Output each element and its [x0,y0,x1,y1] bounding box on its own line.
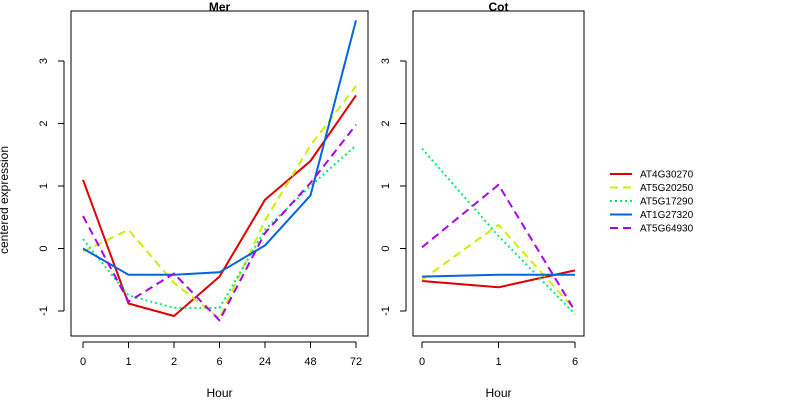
y-tick-label: -1 [380,306,392,316]
y-tick-label: 2 [380,120,392,126]
x-tick-label: 6 [572,356,578,368]
legend-label-at1g27320: AT1G27320 [640,210,694,221]
x-axis-cot: 0 1 6 [419,341,578,368]
y-tick-label: 1 [38,183,50,189]
panel-title-cot: Cot [489,0,509,14]
x-tick-label: 1 [495,356,501,368]
x-tick-label: 1 [125,356,131,368]
plot-frame-cot [412,10,585,337]
series-line-at5g64930 [82,124,357,322]
series-lines-cot [421,147,576,315]
y-axis-label: centered expression [0,146,11,254]
y-tick-label: 1 [380,183,392,189]
series-line-at5g17290 [82,144,357,309]
series-line-at5g20250 [82,85,357,320]
x-tick-label: 24 [259,356,271,368]
x-axis-mer: 0 1 2 6 24 48 72 [80,341,362,368]
y-tick-label: 3 [38,58,50,64]
series-line-at4g30270 [421,269,576,289]
series-line-at1g27320 [421,273,575,278]
x-axis-label-mer: Hour [206,386,232,400]
y-tick-label: 2 [38,120,50,126]
legend-label-at4g30270: AT4G30270 [640,170,694,181]
plot-frame-mer [70,10,369,337]
series-lines-mer [82,20,357,322]
series-line-at4g30270 [82,94,357,317]
legend-label-at5g20250: AT5G20250 [640,183,694,194]
panel-cot: Cot Hour 0 1 6 -1 0 1 2 3 [380,0,585,400]
y-tick-label: -1 [38,306,50,316]
x-tick-label: 0 [80,356,86,368]
x-axis-label-cot: Hour [485,386,511,400]
x-tick-label: 0 [419,356,425,368]
series-line-at1g27320 [82,20,357,276]
series-line-at5g64930 [421,183,576,312]
x-tick-label: 48 [304,356,316,368]
series-line-at5g17290 [421,147,576,315]
y-axis-mer: -1 0 1 2 3 [38,58,65,316]
legend: AT4G30270 AT5G20250 AT5G17290 AT1G27320 AT5G… [610,170,694,235]
x-tick-label: 72 [350,356,362,368]
legend-label-at5g64930: AT5G64930 [640,224,694,235]
panel-mer: Mer Hour 0 1 2 6 24 48 72 -1 0 1 2 3 [38,0,369,400]
panel-title-mer: Mer [209,0,231,14]
y-axis-cot: -1 0 1 2 3 [380,58,407,316]
legend-label-at5g17290: AT5G17290 [640,197,694,208]
y-tick-label: 0 [38,245,50,251]
series-line-at5g20250 [421,223,576,311]
x-tick-label: 6 [216,356,222,368]
y-tick-label: 0 [380,245,392,251]
y-tick-label: 3 [380,58,392,64]
x-tick-label: 2 [171,356,177,368]
